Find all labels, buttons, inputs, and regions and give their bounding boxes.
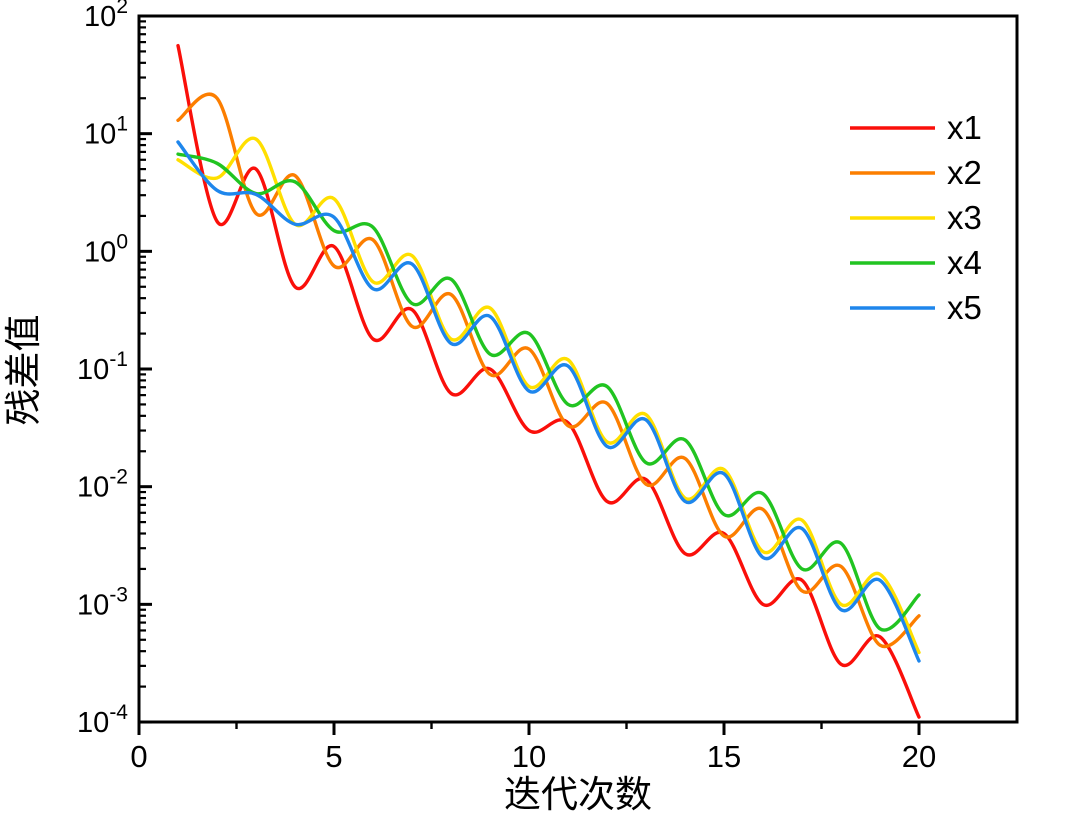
curve-x3 [176,136,921,655]
curves [176,43,921,719]
legend-label-x3: x3 [947,199,982,236]
curve-x4 [176,152,921,632]
y-tick-label: 101 [84,113,128,151]
y-tick-label: 10-4 [77,701,128,739]
legend-label-x4: x4 [947,244,982,281]
plot-frame [137,14,1019,724]
x-tick-label: 15 [707,739,741,774]
x-tick-label: 10 [512,739,546,774]
y-axis-title: 残差值 [3,315,44,426]
legend-entry-x3: x3 [850,199,982,236]
legend: x1 x2 x3 x4 x5 [850,109,982,326]
curve-x1 [176,43,921,719]
legend-entry-x5: x5 [850,289,982,326]
legend-entry-x2: x2 [850,154,982,191]
legend-label-x5: x5 [947,289,982,326]
y-tick-label: 10-3 [77,583,128,621]
y-tick-label: 10-2 [77,466,128,504]
legend-label-x2: x2 [947,154,982,191]
x-tick-label: 20 [902,739,936,774]
legend-label-x1: x1 [947,109,982,146]
y-tick-label: 100 [84,230,128,268]
y-tick-label: 10-1 [77,348,128,386]
curve-x2 [176,92,921,649]
curve-x5 [176,140,921,663]
y-tick-label: 102 [84,0,128,33]
axes: 0 5 10 15 20 102 101 100 10-1 10-2 10-3 10-4 [77,0,1019,774]
x-axis-title: 迭代次数 [504,774,652,815]
x-tick-label: 5 [325,739,342,774]
x-tick-label: 0 [130,739,147,774]
legend-entry-x1: x1 [850,109,982,146]
legend-entry-x4: x4 [850,244,982,281]
